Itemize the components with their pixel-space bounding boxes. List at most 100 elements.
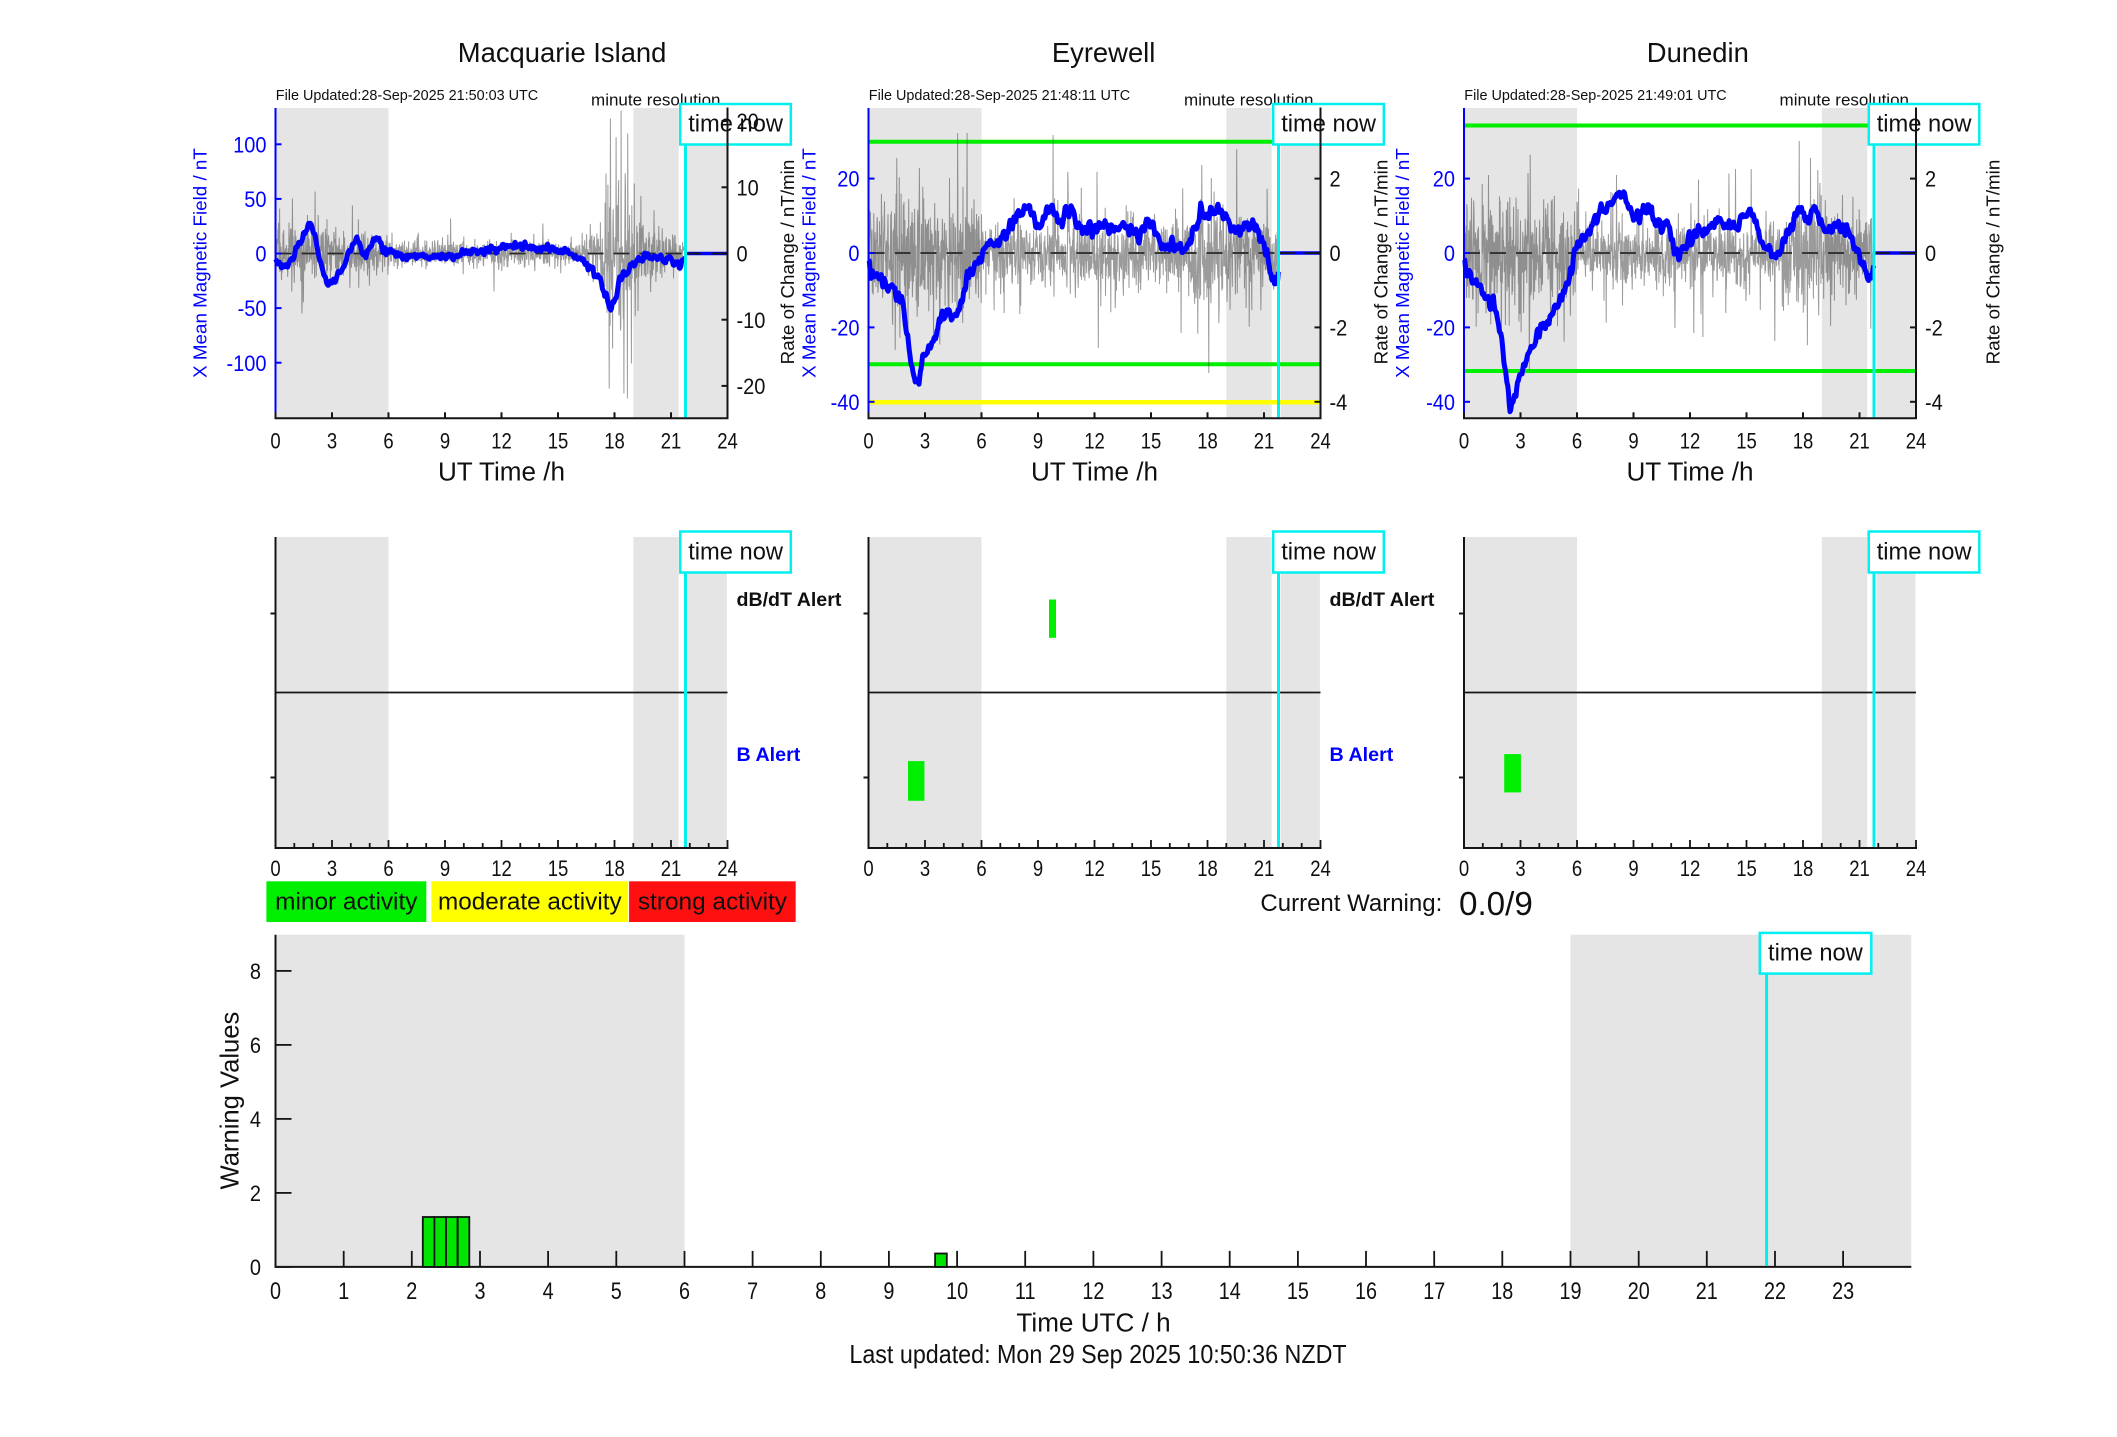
svg-text:File Updated:28-Sep-2025 21:48: File Updated:28-Sep-2025 21:48:11 UTC bbox=[869, 88, 1130, 104]
svg-text:4: 4 bbox=[543, 1277, 554, 1304]
svg-text:21: 21 bbox=[1254, 858, 1275, 882]
svg-text:2: 2 bbox=[1925, 168, 1936, 192]
svg-text:15: 15 bbox=[1141, 858, 1162, 882]
svg-text:50: 50 bbox=[244, 188, 266, 212]
svg-text:0: 0 bbox=[1459, 858, 1469, 882]
svg-text:0: 0 bbox=[270, 858, 280, 882]
svg-text:20: 20 bbox=[1433, 168, 1455, 192]
svg-text:dB/dT Alert: dB/dT Alert bbox=[737, 589, 842, 611]
svg-text:-20: -20 bbox=[1426, 317, 1455, 341]
svg-text:Eyrewell: Eyrewell bbox=[1052, 37, 1156, 68]
svg-text:-2: -2 bbox=[1330, 317, 1348, 341]
svg-text:-10: -10 bbox=[737, 309, 766, 333]
svg-text:6: 6 bbox=[976, 858, 986, 882]
svg-text:6: 6 bbox=[383, 858, 393, 882]
svg-text:21: 21 bbox=[1849, 430, 1870, 454]
svg-text:1: 1 bbox=[338, 1277, 349, 1304]
svg-text:15: 15 bbox=[1287, 1277, 1309, 1304]
svg-text:16: 16 bbox=[1355, 1277, 1377, 1304]
svg-text:Last updated: Mon 29 Sep 2025: Last updated: Mon 29 Sep 2025 10:50:36 N… bbox=[849, 1341, 1346, 1369]
svg-text:Rate of Change / nT/min: Rate of Change / nT/min bbox=[1370, 160, 1391, 365]
svg-text:7: 7 bbox=[747, 1277, 758, 1304]
svg-text:20: 20 bbox=[1628, 1277, 1650, 1304]
svg-text:3: 3 bbox=[1515, 430, 1525, 454]
svg-text:time now: time now bbox=[1281, 112, 1377, 138]
svg-text:8: 8 bbox=[250, 960, 261, 984]
svg-text:2: 2 bbox=[1330, 168, 1341, 192]
svg-text:0: 0 bbox=[250, 1256, 261, 1280]
svg-text:2: 2 bbox=[406, 1277, 417, 1304]
svg-text:Time UTC / h: Time UTC / h bbox=[1016, 1308, 1170, 1338]
svg-text:X Mean Magnetic Field / nT: X Mean Magnetic Field / nT bbox=[190, 148, 211, 378]
svg-text:15: 15 bbox=[1736, 858, 1757, 882]
svg-text:22: 22 bbox=[1764, 1277, 1786, 1304]
svg-text:0: 0 bbox=[848, 242, 859, 266]
svg-text:6: 6 bbox=[383, 430, 393, 454]
svg-text:9: 9 bbox=[1628, 858, 1638, 882]
svg-text:-20: -20 bbox=[831, 317, 860, 341]
svg-text:0: 0 bbox=[1459, 430, 1469, 454]
svg-text:18: 18 bbox=[604, 858, 625, 882]
svg-text:Macquarie Island: Macquarie Island bbox=[458, 37, 667, 68]
svg-text:19: 19 bbox=[1559, 1277, 1581, 1304]
svg-text:24: 24 bbox=[717, 430, 738, 454]
svg-text:time now: time now bbox=[1281, 540, 1377, 566]
svg-text:Dunedin: Dunedin bbox=[1647, 37, 1749, 68]
svg-text:18: 18 bbox=[1197, 430, 1218, 454]
svg-text:12: 12 bbox=[1082, 1277, 1104, 1304]
svg-text:21: 21 bbox=[1254, 430, 1275, 454]
svg-text:strong activity: strong activity bbox=[638, 889, 788, 916]
svg-text:9: 9 bbox=[883, 1277, 894, 1304]
svg-text:Rate of Change / nT/min: Rate of Change / nT/min bbox=[1983, 160, 2004, 365]
svg-text:5: 5 bbox=[611, 1277, 622, 1304]
svg-text:moderate activity: moderate activity bbox=[438, 889, 623, 916]
svg-text:-50: -50 bbox=[238, 297, 267, 321]
svg-text:15: 15 bbox=[1141, 430, 1162, 454]
svg-text:0: 0 bbox=[1925, 242, 1936, 266]
svg-text:18: 18 bbox=[1491, 1277, 1513, 1304]
svg-text:0: 0 bbox=[270, 430, 280, 454]
svg-text:9: 9 bbox=[1033, 430, 1043, 454]
svg-text:Warning Values: Warning Values bbox=[217, 1012, 245, 1190]
svg-text:-4: -4 bbox=[1925, 391, 1943, 415]
svg-text:9: 9 bbox=[440, 430, 450, 454]
svg-text:18: 18 bbox=[604, 430, 625, 454]
svg-text:14: 14 bbox=[1219, 1277, 1241, 1304]
svg-text:18: 18 bbox=[1793, 858, 1814, 882]
svg-text:2: 2 bbox=[250, 1182, 261, 1206]
svg-text:10: 10 bbox=[737, 177, 759, 201]
svg-text:0: 0 bbox=[270, 1277, 281, 1304]
svg-text:9: 9 bbox=[440, 858, 450, 882]
svg-text:time now: time now bbox=[688, 112, 784, 138]
svg-text:24: 24 bbox=[1906, 858, 1927, 882]
svg-text:0: 0 bbox=[1444, 242, 1455, 266]
svg-text:-40: -40 bbox=[1426, 391, 1455, 415]
svg-text:15: 15 bbox=[548, 430, 569, 454]
svg-text:12: 12 bbox=[1084, 858, 1105, 882]
svg-text:24: 24 bbox=[1906, 430, 1927, 454]
svg-text:13: 13 bbox=[1151, 1277, 1173, 1304]
svg-text:9: 9 bbox=[1033, 858, 1043, 882]
svg-text:UT Time /h: UT Time /h bbox=[438, 457, 565, 487]
svg-text:21: 21 bbox=[661, 430, 682, 454]
svg-text:17: 17 bbox=[1423, 1277, 1445, 1304]
svg-text:15: 15 bbox=[548, 858, 569, 882]
svg-text:Rate of Change / nT/min: Rate of Change / nT/min bbox=[777, 160, 798, 365]
svg-text:12: 12 bbox=[1084, 430, 1105, 454]
svg-text:4: 4 bbox=[250, 1108, 261, 1132]
svg-text:0: 0 bbox=[1330, 242, 1341, 266]
svg-text:-100: -100 bbox=[226, 352, 266, 376]
svg-text:21: 21 bbox=[661, 858, 682, 882]
svg-text:-2: -2 bbox=[1925, 317, 1943, 341]
svg-text:X Mean Magnetic Field / nT: X Mean Magnetic Field / nT bbox=[798, 148, 819, 378]
svg-text:6: 6 bbox=[250, 1034, 261, 1058]
svg-text:20: 20 bbox=[837, 168, 859, 192]
svg-text:100: 100 bbox=[233, 134, 266, 158]
svg-text:24: 24 bbox=[1310, 858, 1331, 882]
svg-text:12: 12 bbox=[491, 858, 512, 882]
svg-text:time now: time now bbox=[688, 540, 784, 566]
svg-text:B Alert: B Alert bbox=[1330, 744, 1394, 766]
svg-text:Current Warning:: Current Warning: bbox=[1260, 890, 1442, 917]
svg-text:-20: -20 bbox=[737, 375, 766, 399]
svg-text:X Mean Magnetic Field / nT: X Mean Magnetic Field / nT bbox=[1392, 148, 1413, 378]
